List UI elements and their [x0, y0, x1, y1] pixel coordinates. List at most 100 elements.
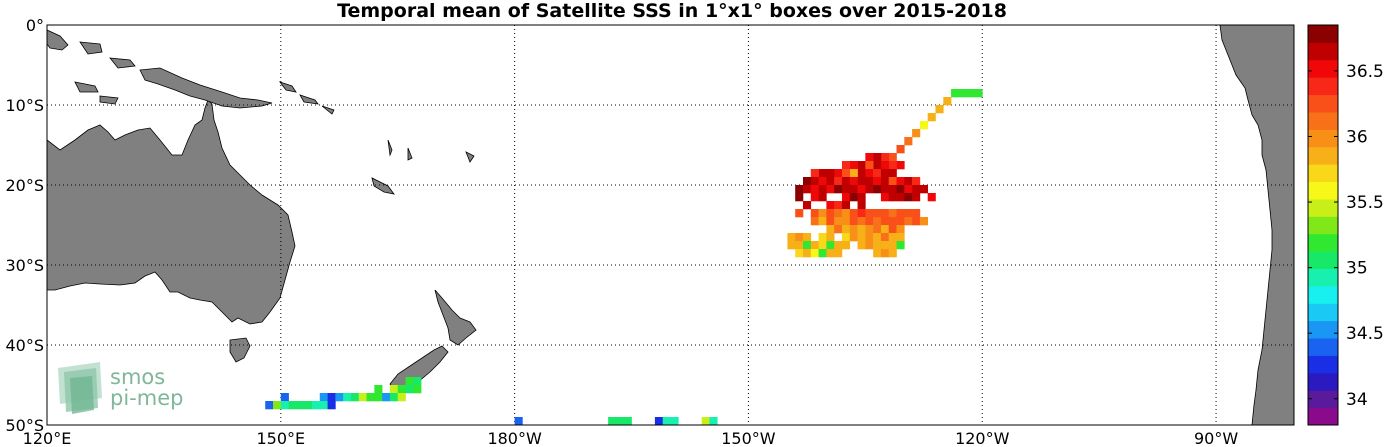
sss-cell: [802, 233, 812, 242]
sss-cell: [818, 249, 827, 258]
sss-cell: [826, 241, 835, 250]
sss-cell: [912, 209, 921, 218]
colorbar-swatch: [1308, 129, 1338, 148]
sss-cell: [904, 185, 913, 194]
colorbar-tick-label: 35.5: [1346, 193, 1384, 213]
sss-cell: [974, 89, 983, 98]
sss-cell: [888, 185, 897, 194]
colorbar-swatch: [1308, 355, 1338, 374]
colorbar-swatch: [1308, 268, 1338, 287]
y-tick-label: 10°S: [5, 96, 44, 115]
sss-cell: [818, 169, 827, 178]
sss-cell: [865, 209, 874, 218]
colorbar-swatch: [1308, 285, 1338, 304]
sss-cell: [834, 169, 843, 178]
sss-cell: [841, 161, 851, 170]
graticule: [47, 25, 1294, 425]
sss-cell: [873, 153, 882, 162]
land-tasmania: [229, 337, 251, 363]
sss-cell: [810, 193, 819, 202]
sss-cell: [865, 217, 874, 226]
sss-cell: [787, 233, 796, 242]
land-new-guinea: [139, 67, 273, 109]
sss-cell: [795, 241, 804, 250]
colorbar-swatch: [1308, 181, 1338, 200]
sss-cell: [888, 217, 897, 226]
sss-cell: [810, 169, 819, 178]
sss-cell: [841, 177, 851, 186]
colorbar-swatch: [1308, 146, 1338, 165]
sss-cell: [880, 161, 890, 170]
land-indonesia: [47, 29, 136, 105]
colorbar-swatch: [1308, 59, 1338, 78]
sss-cell: [841, 209, 851, 218]
sss-cell: [951, 89, 960, 98]
colorbar-swatch: [1308, 338, 1338, 356]
colorbar-tick-label: 36: [1346, 127, 1368, 147]
sss-cell: [343, 393, 352, 402]
sss-cell: [849, 225, 858, 234]
sss-cell: [397, 385, 406, 394]
sss-cell: [810, 185, 819, 194]
sss-cell: [374, 385, 383, 394]
sss-cell: [413, 385, 422, 394]
sss-cell: [834, 177, 843, 186]
sss-cell: [904, 209, 913, 218]
sss-cell: [880, 153, 890, 162]
sss-cell: [849, 161, 858, 170]
sss-cell: [943, 97, 952, 106]
sss-cell: [810, 217, 819, 226]
sss-cell: [265, 401, 274, 410]
land-new-caledonia: [371, 177, 395, 195]
sss-cell: [826, 233, 835, 242]
sss-cell: [389, 393, 399, 402]
sss-cell: [319, 401, 328, 410]
colorbar-swatch: [1308, 164, 1338, 183]
sss-cell: [662, 417, 671, 425]
sss-cell: [857, 169, 866, 178]
sss-cell: [358, 393, 367, 402]
sss-cell: [896, 185, 905, 194]
sss-cell: [327, 393, 336, 402]
sss-cell: [896, 145, 905, 154]
sss-cell: [834, 241, 843, 250]
sss-cell: [896, 193, 905, 202]
sss-cell: [880, 249, 890, 258]
sss-cell: [834, 201, 843, 210]
sss-cell: [896, 233, 905, 242]
sss-cell: [857, 241, 866, 250]
sss-cell: [296, 401, 305, 410]
sss-cell: [904, 217, 913, 226]
land-australia: [47, 99, 296, 325]
sss-cell: [919, 185, 928, 194]
sss-cell: [873, 241, 882, 250]
sss-cell: [880, 225, 890, 234]
sss-cell: [857, 217, 866, 226]
sss-cell: [818, 193, 827, 202]
x-tick-label: 150°E: [256, 429, 305, 447]
sss-cell: [888, 249, 897, 258]
x-tick-label: 90°W: [1194, 429, 1238, 447]
sss-cell: [841, 217, 851, 226]
sss-cell: [888, 241, 897, 250]
logo-text-smos: smos: [110, 365, 165, 389]
sss-cell: [818, 177, 827, 186]
sss-cell: [841, 225, 851, 234]
sss-cell: [873, 225, 882, 234]
sss-cell: [849, 169, 858, 178]
colorbar-swatch: [1308, 216, 1338, 235]
colorbar-swatch: [1308, 407, 1338, 426]
sss-cell: [826, 185, 835, 194]
sss-cell: [912, 193, 921, 202]
colorbar-swatch: [1308, 320, 1338, 339]
sss-cell: [397, 393, 406, 402]
sss-cell: [912, 177, 921, 186]
colorbar-swatch: [1308, 390, 1338, 409]
colorbar-swatch: [1308, 111, 1338, 130]
sss-cell: [826, 225, 835, 234]
sss-cell: [966, 89, 975, 98]
colorbar-swatch: [1308, 372, 1338, 391]
sss-cell: [857, 209, 866, 218]
sss-cell: [834, 249, 843, 258]
